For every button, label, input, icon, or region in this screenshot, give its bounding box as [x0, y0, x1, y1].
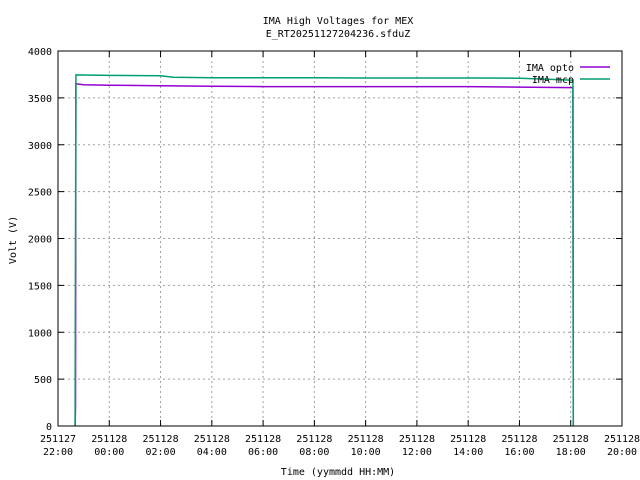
x-tick-time: 08:00 — [299, 447, 329, 458]
x-tick-time: 22:00 — [43, 447, 73, 458]
x-tick-date: 251128 — [91, 434, 127, 445]
x-tick-time: 04:00 — [197, 447, 227, 458]
y-tick-label: 1000 — [28, 328, 52, 339]
x-tick-time: 10:00 — [351, 447, 381, 458]
y-tick-label: 4000 — [28, 47, 52, 58]
x-tick-time: 02:00 — [145, 447, 175, 458]
grid-lines — [58, 51, 622, 426]
y-axis-label: Volt (V) — [8, 216, 19, 264]
legend-label: IMA opto — [526, 63, 574, 74]
y-tick-label: 2000 — [28, 235, 52, 246]
series-line-2 — [74, 74, 575, 427]
x-tick-date: 251128 — [450, 434, 486, 445]
series-line-1 — [74, 82, 575, 427]
x-tick-date: 251127 — [40, 434, 76, 445]
x-tick-time: 00:00 — [94, 447, 124, 458]
x-axis-ticks: 251127 22:00 251128 00:00 251128 02:00 251128 0… — [40, 51, 640, 458]
x-tick-date: 251128 — [553, 434, 589, 445]
y-tick-label: 3500 — [28, 94, 52, 105]
series-lines — [74, 74, 575, 427]
x-tick-date: 251128 — [245, 434, 281, 445]
x-tick-time: 16:00 — [504, 447, 534, 458]
x-tick-date: 251128 — [194, 434, 230, 445]
y-tick-label: 3000 — [28, 141, 52, 152]
y-axis-ticks: 0 500 1000 1500 2000 2500 3000 3500 4000 — [28, 47, 622, 433]
x-tick-time: 14:00 — [453, 447, 483, 458]
chart-title: IMA High Voltages for MEX — [263, 16, 414, 27]
y-tick-label: 0 — [46, 422, 52, 433]
chart-subtitle: E_RT20251127204236.sfduZ — [266, 29, 411, 40]
x-tick-time: 20:00 — [607, 447, 637, 458]
x-tick-time: 06:00 — [248, 447, 278, 458]
legend-label: IMA mcp — [532, 75, 574, 86]
x-tick-date: 251128 — [142, 434, 178, 445]
x-tick-date: 251128 — [501, 434, 537, 445]
x-tick-time: 12:00 — [402, 447, 432, 458]
x-tick-date: 251128 — [604, 434, 640, 445]
x-axis-label: Time (yymmdd HH:MM) — [281, 467, 395, 478]
y-tick-label: 500 — [34, 375, 52, 386]
x-tick-date: 251128 — [348, 434, 384, 445]
x-tick-date: 251128 — [399, 434, 435, 445]
x-tick-date: 251128 — [296, 434, 332, 445]
y-tick-label: 1500 — [28, 281, 52, 292]
y-tick-label: 2500 — [28, 188, 52, 199]
x-tick-time: 18:00 — [556, 447, 586, 458]
